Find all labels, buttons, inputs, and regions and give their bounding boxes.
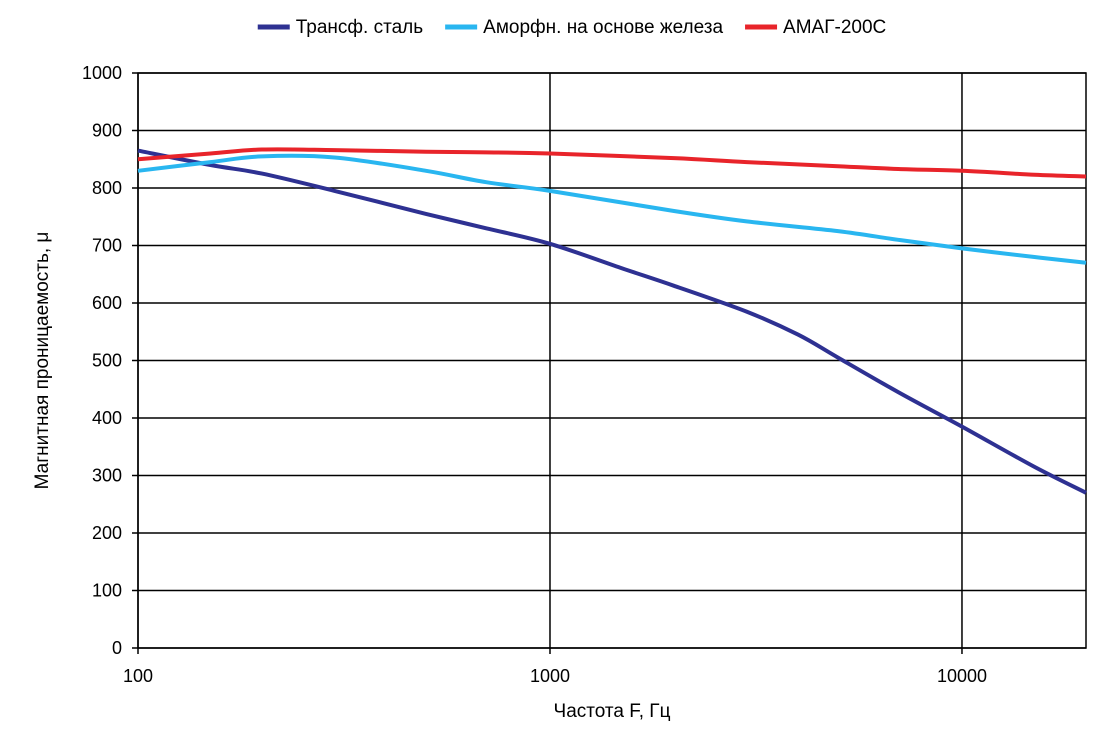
y-tick-label: 1000 bbox=[82, 63, 122, 83]
series-line-3 bbox=[137, 147, 1087, 179]
y-tick-label: 500 bbox=[92, 351, 122, 371]
x-tick-label: 100 bbox=[123, 666, 153, 686]
series-line-2 bbox=[137, 153, 1087, 265]
x-tick-label: 10000 bbox=[937, 666, 987, 686]
series-line-1 bbox=[137, 148, 1087, 495]
y-tick-label: 400 bbox=[92, 408, 122, 428]
y-tick-label: 300 bbox=[92, 466, 122, 486]
legend-label-2: Аморфн. на основе железа bbox=[483, 17, 723, 38]
gridlines bbox=[137, 72, 1086, 649]
y-tick-label: 800 bbox=[92, 178, 122, 198]
y-tick-label: 600 bbox=[92, 293, 122, 313]
y-tick-label: 0 bbox=[112, 638, 122, 658]
y-tick-label: 900 bbox=[92, 121, 122, 141]
x-axis-ticks: 100 1000 10000 bbox=[123, 648, 987, 686]
legend-label-3: АМАГ-200С bbox=[783, 17, 886, 38]
y-axis-ticks: 0 100 200 300 400 500 600 700 800 900 1000 bbox=[82, 63, 138, 658]
y-tick-label: 200 bbox=[92, 523, 122, 543]
legend: Трансф. сталь Аморфн. на основе железа АМА… bbox=[257, 17, 886, 38]
y-tick-label: 100 bbox=[92, 581, 122, 601]
legend-label-1: Трансф. сталь bbox=[296, 17, 423, 38]
x-axis-title: Частота F, Гц bbox=[554, 701, 671, 722]
series-layer bbox=[137, 147, 1087, 495]
y-tick-label: 700 bbox=[92, 236, 122, 256]
y-axis-title: Магнитная проницаемость, μ bbox=[32, 232, 53, 490]
x-tick-label: 1000 bbox=[530, 666, 570, 686]
